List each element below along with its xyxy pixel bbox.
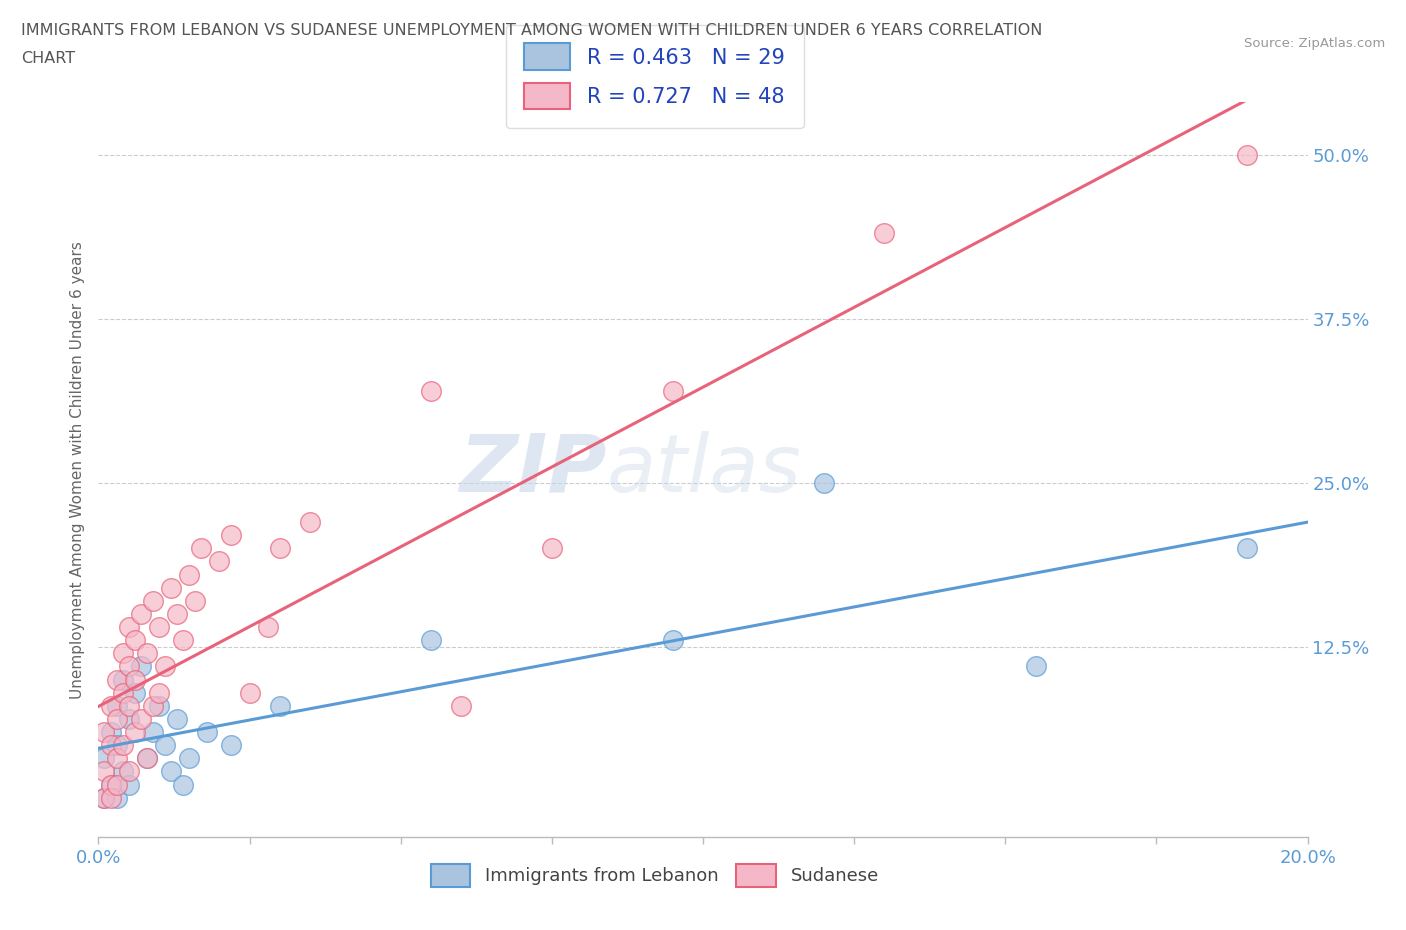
Point	[124, 672, 146, 687]
Point	[100, 777, 122, 792]
Point	[111, 672, 134, 687]
Point	[111, 764, 134, 778]
Point	[172, 777, 194, 792]
Y-axis label: Unemployment Among Women with Children Under 6 years: Unemployment Among Women with Children U…	[69, 241, 84, 698]
Point	[221, 528, 243, 543]
Point	[813, 475, 835, 490]
Point	[179, 567, 201, 582]
Point	[111, 685, 134, 700]
Point	[190, 541, 212, 556]
Point	[105, 737, 128, 752]
Point	[129, 659, 152, 674]
Point	[118, 698, 141, 713]
Point	[129, 606, 152, 621]
Point	[124, 685, 146, 700]
Text: IMMIGRANTS FROM LEBANON VS SUDANESE UNEMPLOYMENT AMONG WOMEN WITH CHILDREN UNDER: IMMIGRANTS FROM LEBANON VS SUDANESE UNEM…	[21, 23, 1042, 38]
Legend: Immigrants from Lebanon, Sudanese: Immigrants from Lebanon, Sudanese	[423, 857, 886, 894]
Point	[873, 226, 896, 241]
Point	[160, 764, 183, 778]
Text: CHART: CHART	[21, 51, 75, 66]
Point	[93, 790, 115, 805]
Point	[172, 632, 194, 647]
Point	[269, 541, 291, 556]
Point	[93, 724, 115, 739]
Point	[100, 790, 122, 805]
Point	[1236, 541, 1258, 556]
Point	[118, 619, 141, 634]
Point	[105, 777, 128, 792]
Point	[100, 737, 122, 752]
Point	[540, 541, 562, 556]
Point	[148, 698, 170, 713]
Point	[135, 751, 157, 765]
Point	[105, 790, 128, 805]
Text: atlas: atlas	[606, 431, 801, 509]
Point	[450, 698, 472, 713]
Text: Source: ZipAtlas.com: Source: ZipAtlas.com	[1244, 37, 1385, 50]
Point	[124, 724, 146, 739]
Point	[100, 698, 122, 713]
Point	[420, 383, 443, 398]
Point	[153, 737, 176, 752]
Text: ZIP: ZIP	[458, 431, 606, 509]
Point	[129, 711, 152, 726]
Point	[118, 777, 141, 792]
Point	[420, 632, 443, 647]
Point	[184, 593, 207, 608]
Point	[269, 698, 291, 713]
Point	[195, 724, 218, 739]
Point	[142, 593, 165, 608]
Point	[148, 619, 170, 634]
Point	[135, 751, 157, 765]
Point	[208, 554, 231, 569]
Point	[111, 737, 134, 752]
Point	[118, 764, 141, 778]
Point	[166, 606, 188, 621]
Point	[100, 777, 122, 792]
Point	[142, 724, 165, 739]
Point	[93, 790, 115, 805]
Point	[160, 580, 183, 595]
Point	[256, 619, 278, 634]
Point	[239, 685, 262, 700]
Point	[118, 711, 141, 726]
Point	[93, 751, 115, 765]
Point	[105, 672, 128, 687]
Point	[1236, 147, 1258, 162]
Point	[1024, 659, 1046, 674]
Point	[111, 646, 134, 661]
Point	[105, 698, 128, 713]
Point	[148, 685, 170, 700]
Point	[118, 659, 141, 674]
Point	[105, 711, 128, 726]
Point	[100, 724, 122, 739]
Point	[179, 751, 201, 765]
Point	[166, 711, 188, 726]
Point	[661, 632, 683, 647]
Point	[221, 737, 243, 752]
Point	[93, 764, 115, 778]
Point	[135, 646, 157, 661]
Point	[661, 383, 683, 398]
Point	[142, 698, 165, 713]
Point	[105, 751, 128, 765]
Point	[299, 514, 322, 529]
Point	[124, 632, 146, 647]
Point	[153, 659, 176, 674]
